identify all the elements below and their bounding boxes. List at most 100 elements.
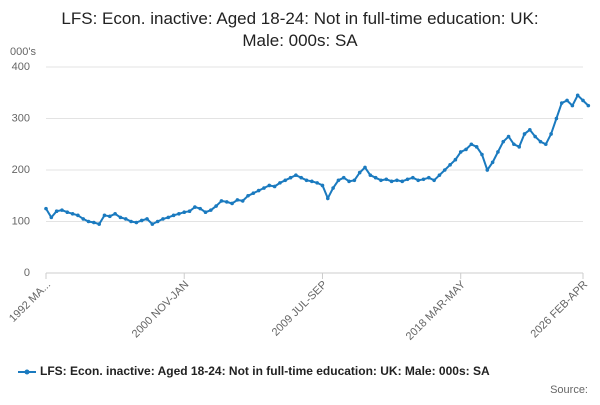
point [416,178,420,183]
point [182,210,187,215]
point [554,116,559,121]
point [235,198,240,202]
point [134,220,139,225]
point [230,201,234,206]
point [171,213,176,218]
x-tick-label: 2026 FEB-APR [529,279,591,341]
point [411,175,415,180]
point [97,222,101,226]
point [224,200,229,204]
point [517,145,521,149]
point [70,211,75,216]
point [559,101,564,105]
point [161,217,165,221]
point [76,213,80,218]
point [373,175,378,180]
point [496,150,500,154]
point [341,175,346,180]
point [267,183,272,188]
point [570,103,575,108]
point [405,177,410,182]
legend-label: LFS: Econ. inactive: Aged 18-24: Not in … [40,364,490,378]
point [490,160,495,165]
point [240,199,245,203]
point [485,168,490,172]
point [543,142,548,147]
y-tick-label: 400 [12,61,30,73]
point [512,142,516,147]
y-tick-label: 100 [12,215,30,227]
point [102,213,107,218]
point [427,175,431,180]
point [347,179,351,184]
point [304,178,309,183]
point [177,211,181,216]
point [129,219,133,224]
point [60,208,64,212]
point [246,193,250,198]
x-tick-label: 1992 MA... [7,279,53,325]
point [395,178,399,183]
point [198,206,202,211]
point [150,222,155,226]
point [294,173,298,177]
x-tick-label: 2009 JUL-SEP [270,279,330,339]
point [357,170,362,175]
point [528,128,532,132]
point [118,215,123,220]
point [299,175,304,180]
point [214,204,218,208]
point [522,132,527,136]
y-tick-label: 300 [12,112,30,124]
legend-marker [24,369,30,375]
point [384,177,389,182]
point [469,142,474,147]
point [442,168,447,172]
point [325,196,330,201]
point [166,215,171,220]
chart-title: LFS: Econ. inactive: Aged 18-24: Not in … [61,9,538,50]
y-tick-label: 200 [12,164,30,176]
point [108,214,112,219]
x-tick-label: 2018 MAR-MAY [404,278,469,343]
point [581,98,585,103]
point [262,186,266,190]
point [113,211,117,216]
point [187,209,192,213]
point [501,139,506,144]
point [209,208,213,212]
point [272,184,277,189]
point [193,205,197,209]
point [432,178,436,183]
point [92,220,96,225]
point [448,163,452,167]
point [538,139,543,144]
point [315,181,319,185]
point [464,147,468,152]
point [565,98,569,103]
point [480,152,484,157]
point [310,179,314,184]
point [54,209,59,213]
point [458,150,463,154]
point [533,134,537,139]
point [219,199,224,203]
point [278,181,282,185]
point [549,132,553,136]
x-tick-label: 2000 NOV-JAN [130,279,192,341]
point [49,215,54,220]
point [283,178,288,183]
point [81,217,86,221]
point [400,179,405,184]
point [336,178,341,183]
point [474,145,479,149]
point [145,217,149,221]
y-tick-label: 0 [24,267,30,279]
point [586,103,591,108]
point [123,217,128,221]
point [288,175,293,180]
point [251,191,256,195]
point [86,219,91,224]
point [575,93,580,98]
